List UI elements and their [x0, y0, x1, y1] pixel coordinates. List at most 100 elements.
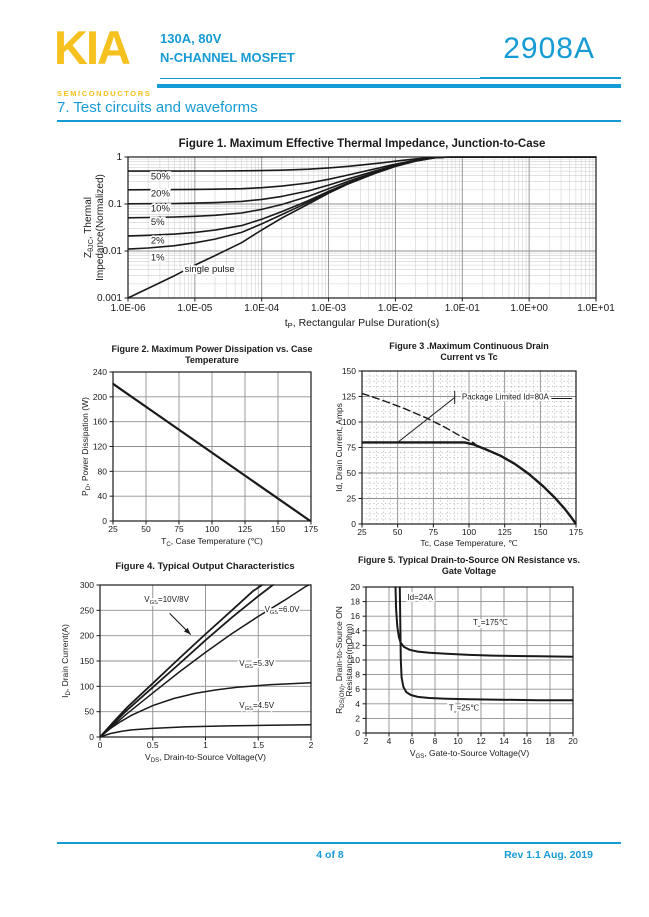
device-type: N-CHANNEL MOSFET [160, 50, 295, 65]
y-tick-label: 40 [98, 491, 108, 501]
figure-title: Figure 4. Typical Output Characteristics [115, 561, 294, 572]
x-axis-label: Tc, Case Temperature, ℃ [420, 538, 518, 548]
annotation-label: Id=24A [407, 593, 433, 602]
x-axis-label: tP, Rectangular Pulse Duration(s) [285, 317, 439, 330]
fig4-svg: 0 0.5 1 1.5 2 0 50 100 150 200 250 300 VGS=10V/8V VGS… [60, 561, 314, 764]
package-limited [361, 441, 577, 525]
x-tick-label: 2 [309, 740, 314, 750]
annotation-label: 10% [151, 204, 171, 215]
part-number: 2908A [503, 32, 595, 65]
x-tick-label: 150 [271, 524, 285, 534]
vgs-10v-8v-a [99, 584, 265, 738]
x-tick-label: 1.0E-04 [244, 303, 279, 314]
figure-title: Figure 1. Maximum Effective Thermal Impe… [179, 138, 546, 150]
y-axis-label: PD, Power Dissipation (W) [80, 397, 92, 496]
header-rule-thin [160, 78, 621, 79]
annotation-label: 5% [151, 217, 165, 228]
x-tick-label: 8 [433, 736, 438, 746]
y-tick-label: 25 [347, 494, 357, 504]
y-tick-label: 0 [89, 732, 94, 742]
x-axis-label: VGS, Gate-to-Source Voltage(V) [410, 748, 530, 760]
y-tick-label: 12 [351, 640, 361, 650]
y-tick-label: 20 [351, 582, 361, 592]
x-tick-label: 1.0E-03 [311, 303, 346, 314]
y-tick-label: 300 [80, 580, 94, 590]
y-tick-label: 160 [93, 417, 107, 427]
y-tick-label: 125 [342, 392, 356, 402]
figure-title: Current vs Tc [440, 352, 497, 362]
x-tick-label: 6 [410, 736, 415, 746]
y-tick-label: 0.001 [97, 293, 122, 304]
vgs-10v-8v-b [99, 584, 275, 738]
y-tick-label: 50 [85, 707, 95, 717]
x-tick-label: 10 [453, 736, 463, 746]
footer-page-number: 4 of 8 [316, 849, 344, 861]
y-tick-label: 75 [347, 443, 357, 453]
annotation-label: single pulse [185, 264, 235, 275]
figure3-drain-current-chart: 25 50 75 100 125 150 175 0 25 50 75 100 125 150 Packag… [333, 340, 625, 554]
y-tick-label: 0 [355, 728, 360, 738]
x-tick-label: 1.0E-05 [177, 303, 212, 314]
brand-subtitle: SEMICONDUCTORS [57, 89, 152, 98]
figure-title: Gate Voltage [442, 566, 496, 576]
pointer-line [397, 397, 456, 443]
figure-title: Figure 2. Maximum Power Dissipation vs. … [111, 344, 312, 354]
annotation-label: 1% [151, 252, 165, 263]
y-tick-label: 250 [80, 605, 94, 615]
vgs-4.5v [99, 724, 312, 738]
x-tick-label: 125 [238, 524, 252, 534]
x-axis-label: VDS, Drain-to-Source Voltage(V) [145, 752, 266, 764]
y-tick-label: 6 [355, 684, 360, 694]
footer-rule [57, 842, 621, 844]
y-tick-label: 150 [80, 656, 94, 666]
device-rating: 130A, 80V [160, 31, 222, 46]
y-axis-label: ZθJC, Thermal [83, 197, 95, 258]
x-tick-label: 75 [429, 527, 439, 537]
fig1-svg: 1.0E-06 1.0E-05 1.0E-04 1.0E-03 1.0E-02 1.0E-… [83, 138, 615, 330]
annotation-label: TJ=25℃ [449, 703, 479, 714]
figure-title: Figure 5. Typical Drain-to-Source ON Res… [358, 555, 580, 565]
x-tick-label: 50 [393, 527, 403, 537]
y-tick-label: 16 [351, 611, 361, 621]
x-tick-label: 16 [522, 736, 532, 746]
y-tick-label: 2 [355, 713, 360, 723]
x-tick-label: 0.5 [147, 740, 159, 750]
y-tick-label: 0 [351, 519, 356, 529]
figure-title: Figure 3 .Maximum Continuous Drain [389, 341, 549, 351]
y-tick-label: 4 [355, 699, 360, 709]
vgs-6v [99, 584, 312, 738]
annotation-label: 2% [151, 235, 165, 246]
arrow-head [183, 627, 191, 635]
x-tick-label: 12 [476, 736, 486, 746]
y-tick-label: 14 [351, 626, 361, 636]
x-tick-label: 4 [387, 736, 392, 746]
silicon-limited-dashed [361, 392, 476, 445]
x-tick-label: 100 [205, 524, 219, 534]
x-tick-label: 25 [357, 527, 367, 537]
x-tick-label: 1.0E-01 [445, 303, 480, 314]
annotation-label: VGS=6.0V [265, 605, 301, 616]
annotation-label: VGS=4.5V [239, 701, 275, 712]
section-title: 7. Test circuits and waveforms [57, 99, 621, 122]
x-tick-label: 1.0E-02 [378, 303, 413, 314]
y-axis-label: RDS(ON), Drain-to-Source ON [334, 606, 346, 714]
tj-25c [398, 586, 574, 702]
brand-logo: KIA [54, 21, 131, 74]
figure4-output-characteristics-chart: 0 0.5 1 1.5 2 0 50 100 150 200 250 300 VGS=10V/8V VGS… [55, 556, 330, 770]
vgs-5.3v [99, 682, 312, 738]
y-tick-label: 120 [93, 442, 107, 452]
x-tick-label: 1.0E+01 [577, 303, 615, 314]
y-tick-label: 240 [93, 367, 107, 377]
annotation-label: Package Limited Id=80A [462, 393, 550, 402]
fig5-series [394, 586, 574, 702]
header-rule-thick [157, 84, 621, 88]
x-tick-label: 125 [498, 527, 512, 537]
fig2-svg: 25 50 75 100 125 150 175 0 40 80 120 160 200 240 TC, C… [80, 344, 318, 548]
y-axis-label: Resistance(mOhm) [344, 623, 354, 696]
figure2-power-dissipation-chart: 25 50 75 100 125 150 175 0 40 80 120 160 200 240 TC, C… [55, 342, 330, 554]
x-tick-label: 1.0E-06 [110, 303, 145, 314]
x-tick-label: 0 [98, 740, 103, 750]
fig4-series [99, 584, 312, 738]
y-tick-label: 18 [351, 597, 361, 607]
y-tick-label: 50 [347, 468, 357, 478]
